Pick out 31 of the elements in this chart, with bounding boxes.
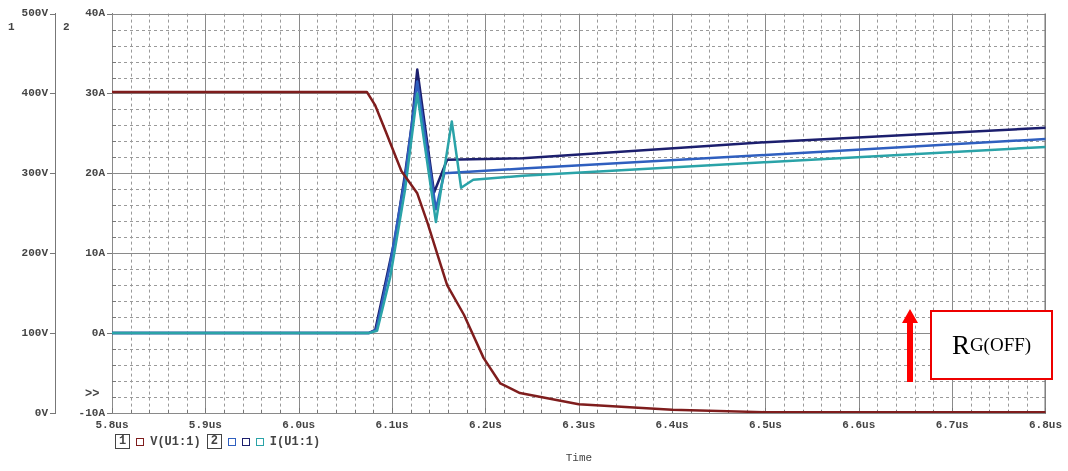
- x-tick-label: 6.5us: [748, 419, 782, 432]
- legend-label: V(U1:1): [150, 434, 201, 449]
- x-tick-label: 6.6us: [842, 419, 876, 432]
- y-tick-label: 0V: [34, 406, 49, 419]
- y-tick-label: 300V: [21, 167, 49, 180]
- text: 2: [206, 434, 222, 449]
- y-tick-label: 400V: [21, 87, 49, 100]
- y2-tick-label: 20A: [85, 167, 106, 180]
- x-tick-label: 5.8us: [95, 419, 129, 432]
- text: 1: [8, 20, 15, 33]
- y2-tick-label: 30A: [85, 87, 106, 100]
- x-tick-label: 6.1us: [375, 419, 409, 432]
- x-tick-label: 6.8us: [1028, 419, 1063, 432]
- text: 1: [115, 434, 131, 449]
- x-tick-label: 6.2us: [468, 419, 502, 432]
- x-tick-label: 6.7us: [935, 419, 969, 432]
- x-tick-label: 5.9us: [188, 419, 222, 432]
- y-tick-label: 500V: [21, 7, 49, 20]
- x-tick-label: 6.3us: [562, 419, 596, 432]
- text: >>: [85, 387, 100, 401]
- y-tick-label: 200V: [21, 247, 49, 260]
- x-tick-label: 6.4us: [655, 419, 689, 432]
- y2-tick-label: 40A: [85, 7, 106, 20]
- x-axis-title: Time: [565, 452, 593, 464]
- y2-tick-label: 10A: [85, 247, 106, 260]
- y-tick-label: 100V: [21, 326, 49, 339]
- x-tick-label: 6.0us: [282, 419, 316, 432]
- y2-tick-label: 0A: [91, 326, 106, 339]
- y2-tick-label: -10A: [78, 406, 106, 419]
- text: 2: [63, 20, 70, 33]
- legend-label: I(U1:1): [269, 434, 321, 449]
